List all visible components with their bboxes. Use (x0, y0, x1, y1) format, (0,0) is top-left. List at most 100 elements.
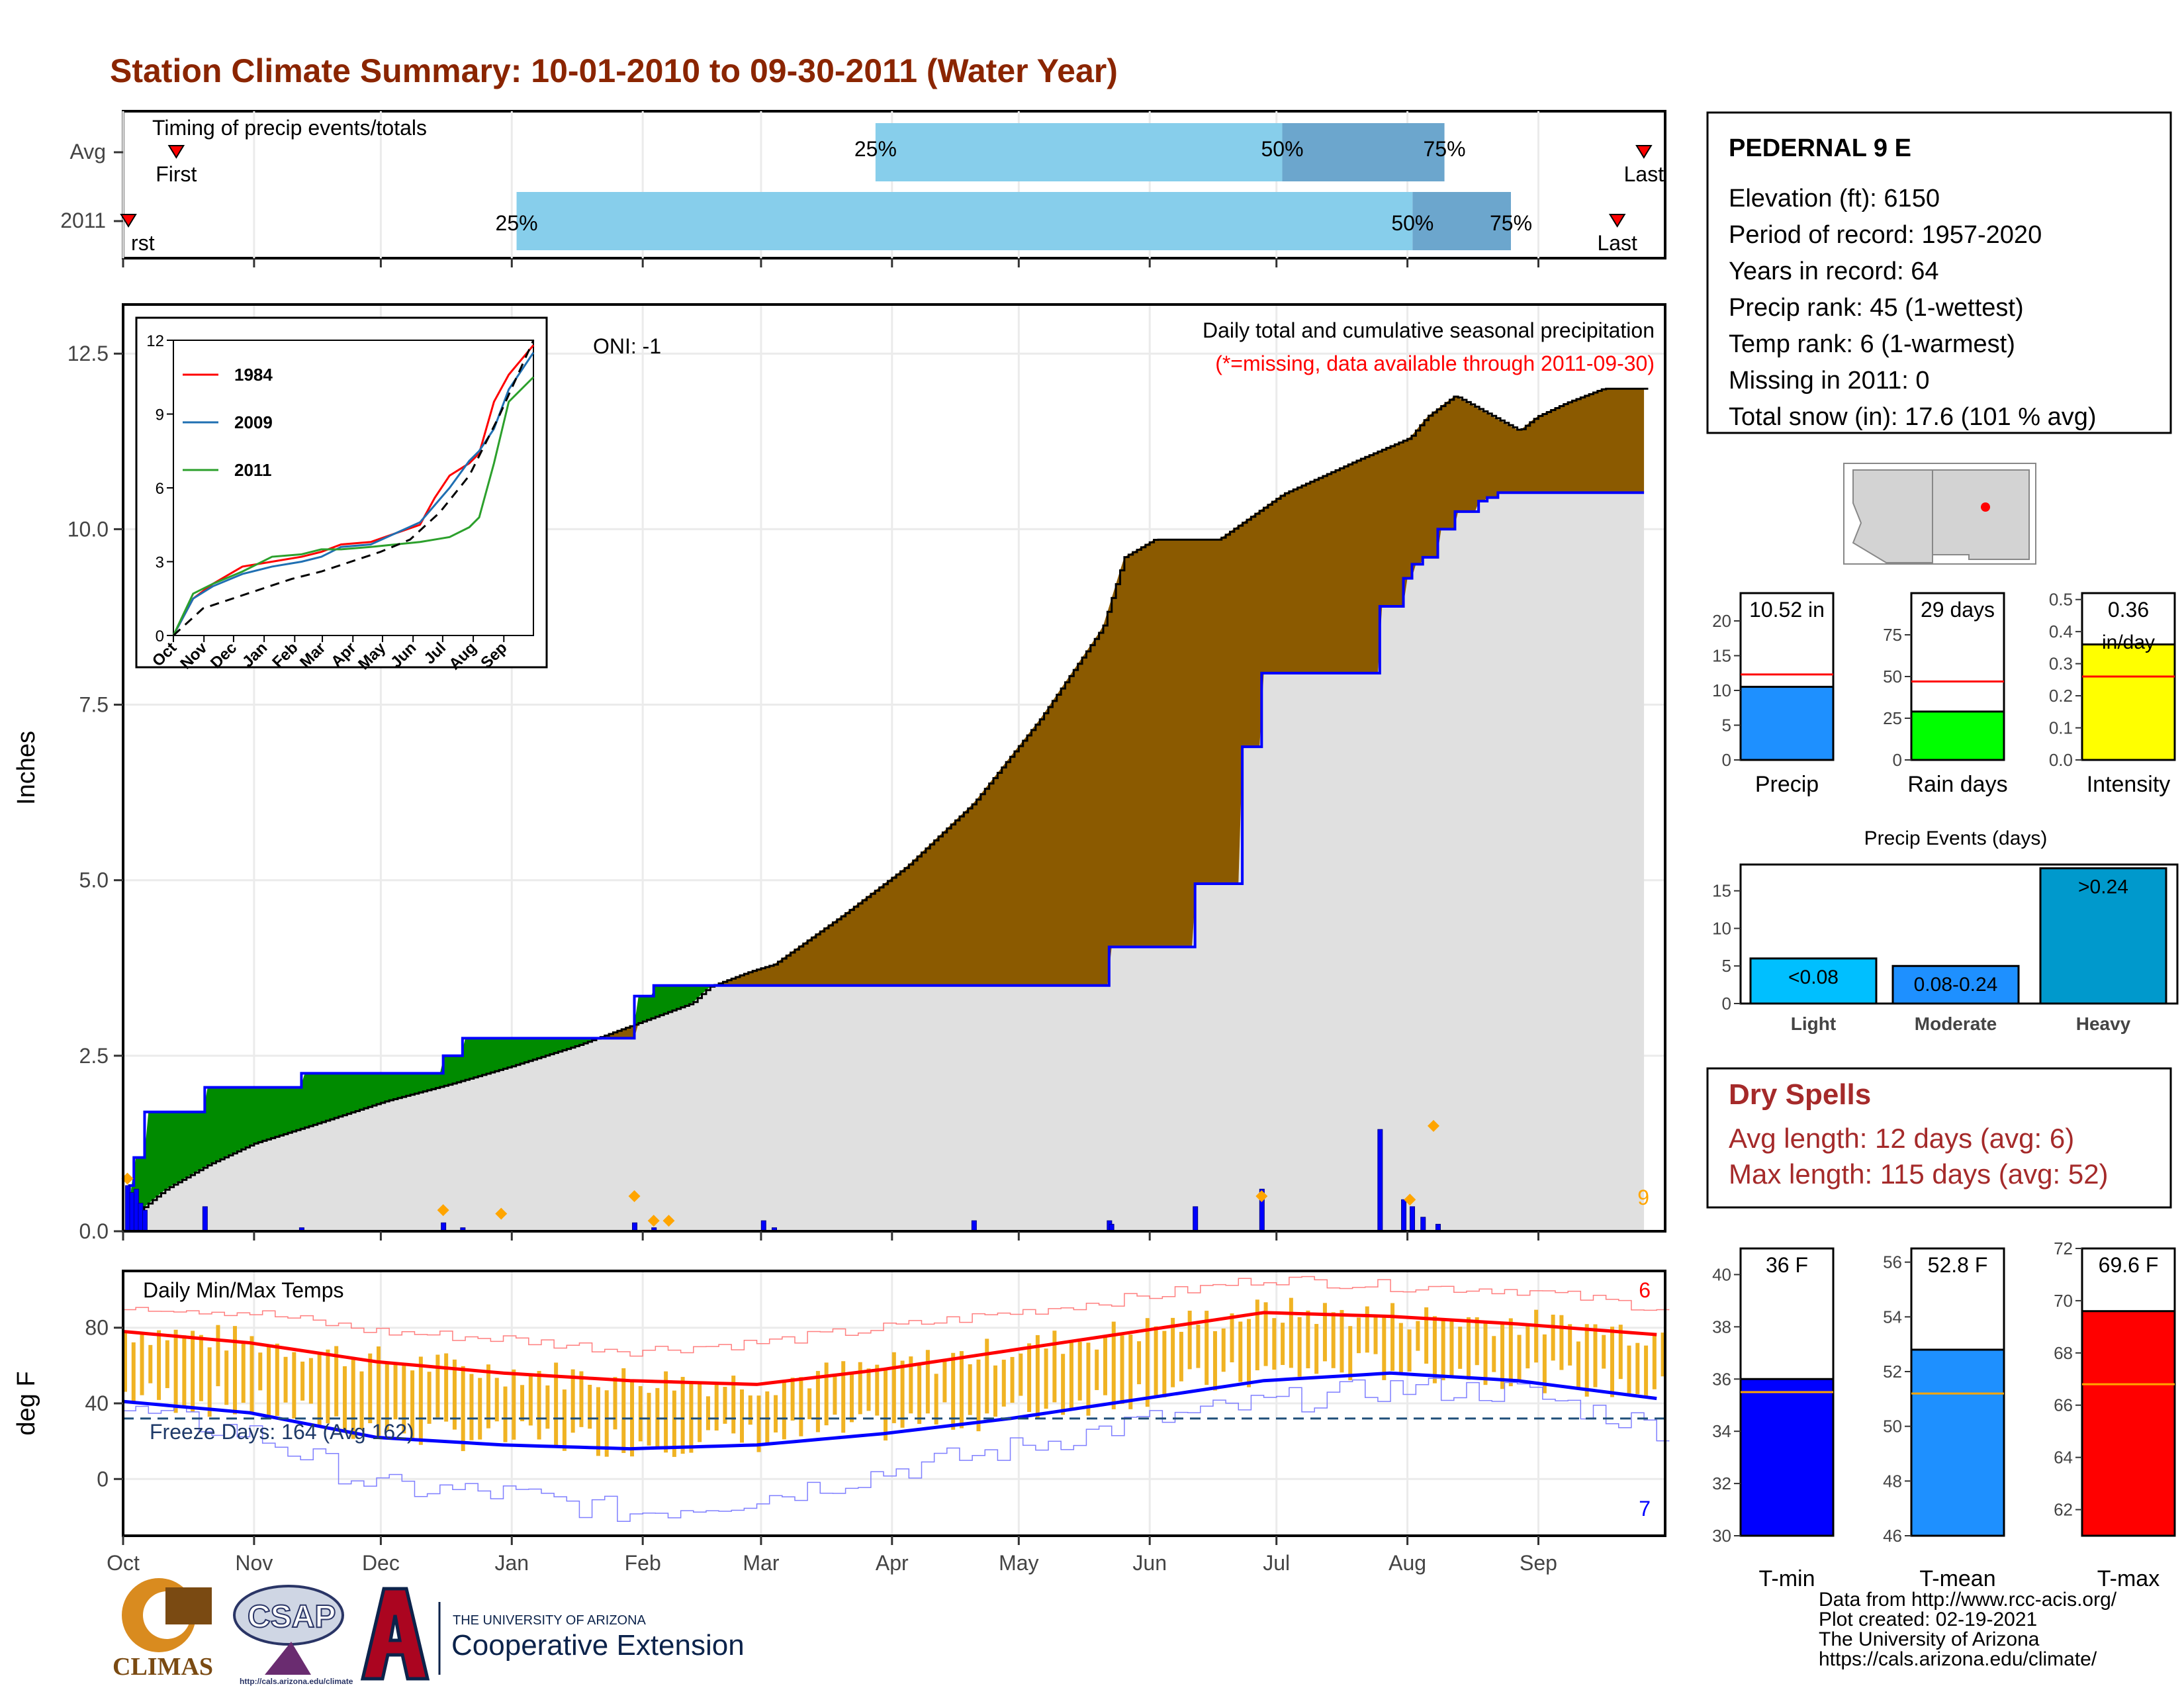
temp-range-bar-184 (900, 1360, 905, 1428)
temp-range-bar-4 (140, 1333, 144, 1395)
station-name: PEDERNAL 9 E (1729, 134, 1911, 162)
daily-precip-bar-0 (124, 1185, 130, 1232)
temp-range-bar-130 (672, 1390, 676, 1457)
inset-series-line-1984 (172, 344, 535, 636)
temp-range-bar-348 (1593, 1324, 1598, 1387)
station-info: PEDERNAL 9 E Elevation (ft): 6150 Period… (1706, 111, 2172, 434)
precip-events-bar-Light (1749, 957, 1878, 1005)
precip-summary-tick-label-0-1: 5 (1722, 716, 1731, 735)
temp-range-bar-322 (1483, 1321, 1488, 1385)
precip-event-marker-2 (495, 1207, 508, 1220)
temp-range-bar-242 (1145, 1318, 1150, 1407)
temp-summary-tick-label-1-2: 50 (1883, 1417, 1902, 1436)
station-missing: Missing in 2011: 0 (1729, 367, 1929, 395)
csap-mountain (265, 1642, 311, 1675)
temp-range-bar-300 (1390, 1303, 1395, 1371)
precip-summary-tick-label-0-0: 0 (1722, 750, 1731, 770)
temp-range-bar-204 (985, 1338, 989, 1414)
dry-spells-max: Max length: 115 days (avg: 52) (1729, 1158, 2109, 1190)
temp-range-bar-298 (1382, 1316, 1387, 1380)
temp-range-bar-114 (604, 1390, 609, 1457)
daily-precip-bar-5 (202, 1206, 208, 1232)
temp-summary-label-2: T-max (2097, 1566, 2160, 1591)
temp-summary-tick-label-2-3: 68 (2054, 1343, 2073, 1363)
inset-y-tick-label-4: 12 (146, 332, 164, 350)
precip-y-tick-label-2: 5.0 (79, 868, 109, 892)
daily-precip-bar-1 (129, 1192, 135, 1232)
station-info-frame (1706, 111, 2172, 434)
precip-areas (123, 387, 1649, 1233)
temp-range-bar-260 (1221, 1328, 1226, 1372)
temp-range-bar-76 (444, 1353, 449, 1422)
temp-range-bar-326 (1500, 1323, 1505, 1389)
temp-record-min-line (123, 1378, 1670, 1523)
temp-range-bar-188 (917, 1362, 922, 1425)
daily-precip-bar-18 (1377, 1129, 1383, 1232)
temp-count-min: 7 (1639, 1497, 1651, 1521)
temp-y-tick-label-2: 80 (85, 1316, 109, 1340)
precip-panel: 0.0 2.5 5.0 7.5 10.0 12.5 Inches Daily total … (13, 303, 1666, 1243)
precip-y-axis: 0.0 2.5 5.0 7.5 10.0 12.5 (68, 342, 1539, 1243)
temp-range-bar-312 (1441, 1319, 1445, 1381)
precip-summary-label-0: Precip (1755, 772, 1819, 797)
temp-range-bar-30 (250, 1336, 254, 1413)
temp-range-bar-96 (528, 1374, 533, 1426)
temp-range-bar-288 (1340, 1309, 1344, 1373)
precip-summary-unit-2: in/day (2102, 632, 2155, 653)
daily-precip-bar-20 (1410, 1206, 1416, 1232)
month-axis: Oct Nov Dec Jan Feb Mar Apr May Jun Jul Aug Sep (107, 1536, 1557, 1575)
temp-range-bar-198 (959, 1351, 964, 1429)
timing-bars: 25% 50% 75% First Last 25% 50% 75% rst Last (114, 123, 1664, 255)
temp-range-bar-42 (300, 1361, 305, 1401)
daily-precip-bar-19 (1401, 1199, 1407, 1232)
temp-range-bar-62 (385, 1362, 389, 1430)
temp-range-bar-88 (494, 1378, 499, 1422)
month-label-Jun: Jun (1132, 1551, 1167, 1575)
temp-range-bar-334 (1534, 1309, 1539, 1363)
precip-average-line (123, 387, 1649, 1233)
temp-range-bar-236 (1120, 1335, 1124, 1404)
precip-event-marker-5 (662, 1215, 675, 1227)
timing-label-75-0: 75% (1424, 137, 1466, 161)
precip-summary-value-2: 0.36 (2108, 598, 2149, 622)
map-station-dot (1981, 502, 1990, 512)
timing-label-25-0: 25% (854, 137, 897, 161)
temp-range-bar-168 (833, 1375, 837, 1415)
temp-record-max-line (123, 1276, 1670, 1357)
temp-summary-tick-label-0-1: 32 (1712, 1474, 1731, 1493)
precip-summary-tick-label-1-1: 25 (1883, 708, 1902, 728)
precip-events-category-Light: Light (1791, 1013, 1836, 1034)
precip-events-category-Heavy: Heavy (2076, 1013, 2131, 1034)
precip-summary-tick-label-1-3: 75 (1883, 625, 1902, 645)
temp-range-bar-338 (1551, 1315, 1555, 1361)
temp-range-bar-272 (1272, 1318, 1277, 1370)
temp-range-bar-258 (1212, 1331, 1217, 1391)
station-period: Period of record: 1957-2020 (1729, 221, 2042, 249)
temp-range-bar-306 (1416, 1321, 1420, 1351)
temp-range-bar-174 (858, 1362, 862, 1415)
temp-range-bar-74 (435, 1354, 440, 1418)
timing-first-marker-0 (167, 145, 185, 159)
temp-range-bar-252 (1187, 1311, 1192, 1370)
precip-event-marker-3 (628, 1190, 641, 1202)
precip-event-marker-4 (647, 1215, 660, 1227)
temp-range-bar-218 (1044, 1348, 1048, 1409)
temp-range-bar-36 (275, 1343, 279, 1417)
month-label-Jan: Jan (494, 1551, 529, 1575)
month-label-Jul: Jul (1263, 1551, 1290, 1575)
dry-spells-title: Dry Spells (1729, 1078, 1871, 1111)
timing-last-marker-1 (1608, 214, 1626, 228)
temp-panel: 0 40 80 Oct Nov Dec Jan Feb Mar Apr May Jun Jul Aug S… (13, 1270, 1670, 1575)
freeze-days-label: Freeze Days: 164 (Avg 162) (150, 1420, 414, 1444)
daily-precip-bar-3 (138, 1203, 144, 1232)
temp-range-bar-6 (148, 1344, 153, 1383)
station-precip-rank: Precip rank: 45 (1-wettest) (1729, 294, 2024, 322)
temp-range-bar-84 (478, 1378, 482, 1440)
temp-range-bar-106 (570, 1369, 575, 1433)
temp-range-bar-314 (1449, 1319, 1454, 1376)
temp-summary-tick-label-2-4: 70 (2054, 1291, 2073, 1311)
precip-events-tick-label-3: 15 (1712, 881, 1731, 901)
precip-count-label: 9 (1637, 1186, 1649, 1209)
temp-range-bar-354 (1618, 1325, 1623, 1380)
